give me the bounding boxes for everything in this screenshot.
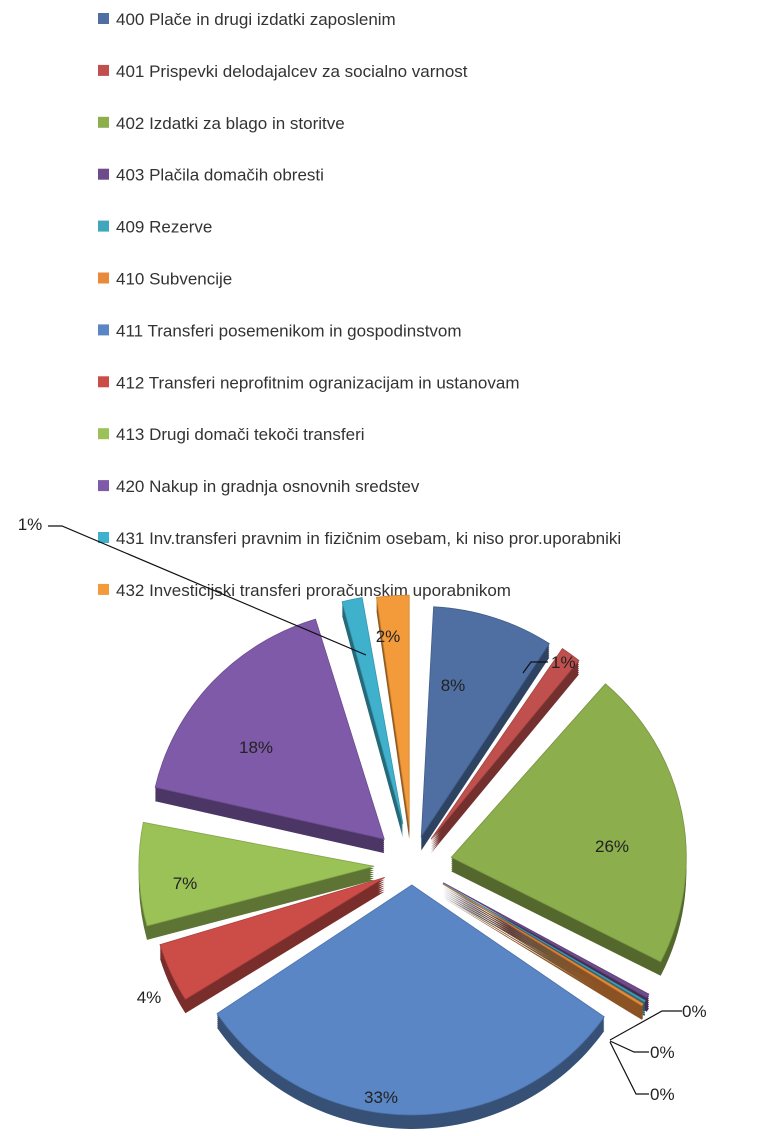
legend-swatch — [98, 376, 109, 388]
legend-swatch — [98, 272, 109, 284]
data-label: 26% — [595, 837, 629, 856]
leader-line — [609, 1041, 649, 1095]
legend-swatch — [98, 168, 109, 180]
legend-swatch — [98, 13, 109, 24]
legend-label: 411 Transferi posemenikom in gospodinstv… — [116, 321, 462, 340]
legend-item: 413 Drugi domači tekoči transferi — [98, 425, 365, 444]
legend-swatch — [98, 64, 109, 76]
pie-slice — [154, 618, 385, 854]
pie-slice — [442, 883, 644, 1020]
data-labels: 8% 1% 26% 0% 0% 0% 33% 4% 7% 18% 1% 2% — [18, 515, 707, 1107]
data-label: 8% — [441, 676, 466, 695]
legend-item: 403 Plačila domačih obresti — [98, 166, 324, 185]
data-label: 33% — [364, 1088, 398, 1107]
legend-label: 400 Plače in drugi izdatki zaposlenim — [116, 10, 396, 29]
pie-slice — [138, 821, 375, 940]
data-label: 7% — [173, 874, 198, 893]
data-label: 1% — [551, 653, 576, 672]
leader-lines — [48, 525, 682, 1095]
leader-line — [522, 661, 548, 674]
legend-item: 400 Plače in drugi izdatki zaposlenim — [98, 10, 396, 29]
leader-line — [609, 1040, 649, 1053]
legend-swatch — [98, 116, 109, 128]
data-label: 0% — [650, 1043, 675, 1062]
legend-item: 409 Rezerve — [98, 218, 212, 237]
data-label: 4% — [137, 988, 162, 1007]
pie-slice — [216, 884, 605, 1129]
legend-item: 412 Transferi neprofitnim ogranizacijam … — [98, 373, 519, 392]
legend-swatch — [98, 428, 109, 440]
data-label: 1% — [18, 515, 43, 534]
chart-legend: 400 Plače in drugi izdatki zaposlenim 401… — [98, 10, 621, 600]
legend-item: 431 Inv.transferi pravnim in fizičnim os… — [98, 529, 621, 548]
legend-swatch — [98, 324, 109, 336]
legend-label: 409 Rezerve — [116, 218, 212, 237]
legend-swatch — [98, 583, 109, 595]
pie-slice — [420, 606, 550, 851]
data-label: 0% — [682, 1002, 707, 1021]
legend-item: 432 Investicijski transferi proračunskim… — [98, 581, 511, 600]
legend-label: 413 Drugi domači tekoči transferi — [116, 425, 365, 444]
pie-slice — [430, 648, 580, 854]
data-label: 18% — [239, 738, 273, 757]
legend-swatch — [98, 220, 109, 232]
leader-line — [609, 1010, 682, 1041]
legend-item: 420 Nakup in gradnja osnovnih sredstev — [98, 477, 420, 496]
legend-label: 403 Plačila domačih obresti — [116, 166, 324, 185]
pie-slice — [450, 683, 687, 976]
legend-label: 431 Inv.transferi pravnim in fizičnim os… — [116, 529, 621, 548]
legend-label: 402 Izdatki za blago in storitve — [116, 114, 345, 133]
data-label: 2% — [376, 627, 401, 646]
pie-slice — [341, 597, 404, 838]
pie-slice — [159, 877, 385, 1014]
legend-label: 401 Prispevki delodajalcev za socialno v… — [116, 62, 468, 81]
legend-label: 412 Transferi neprofitnim ogranizacijam … — [116, 373, 519, 392]
pie-slice — [376, 594, 410, 840]
legend-swatch — [98, 532, 109, 543]
legend-item: 410 Subvencije — [98, 270, 232, 289]
data-label: 0% — [650, 1085, 675, 1104]
legend-label: 432 Investicijski transferi proračunskim… — [116, 581, 511, 600]
leader-line — [48, 525, 367, 656]
legend-item: 402 Izdatki za blago in storitve — [98, 114, 345, 133]
legend-swatch — [98, 480, 109, 492]
pie-slices — [138, 594, 687, 1129]
legend-item: 401 Prispevki delodajalcev za socialno v… — [98, 62, 468, 81]
legend-item: 411 Transferi posemenikom in gospodinstv… — [98, 321, 462, 340]
legend-label: 420 Nakup in gradnja osnovnih sredstev — [116, 477, 420, 496]
legend-label: 410 Subvencije — [116, 270, 232, 289]
